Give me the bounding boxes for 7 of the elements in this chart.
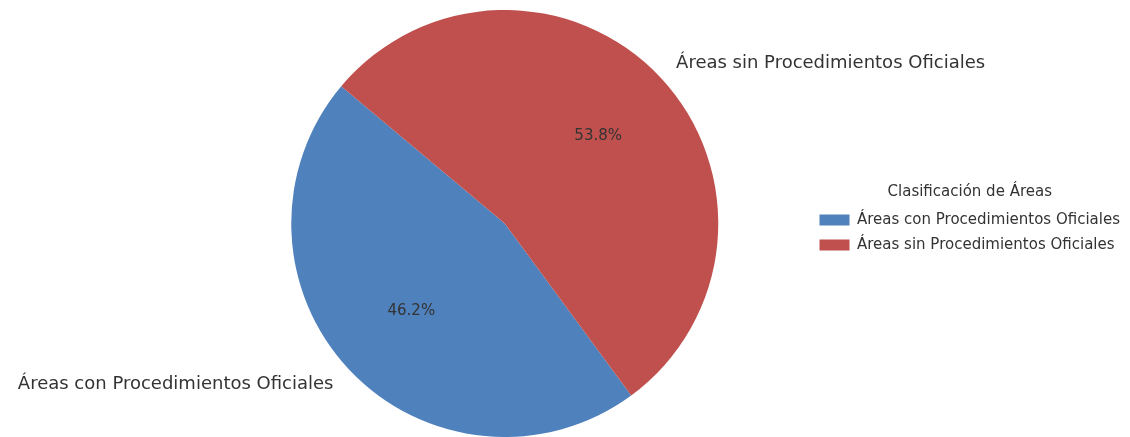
legend-label: Áreas con Procedimientos Oficiales: [857, 208, 1121, 228]
slice-label: Áreas sin Procedimientos Oficiales: [676, 50, 986, 72]
data-label: 46.2%: [387, 301, 436, 320]
legend-label: Áreas sin Procedimientos Oficiales: [857, 233, 1115, 253]
data-label: 53.8%: [574, 125, 623, 144]
legend-title: Clasificación de Áreas: [887, 180, 1053, 200]
slice-label: Áreas con Procedimientos Oficiales: [17, 371, 334, 393]
